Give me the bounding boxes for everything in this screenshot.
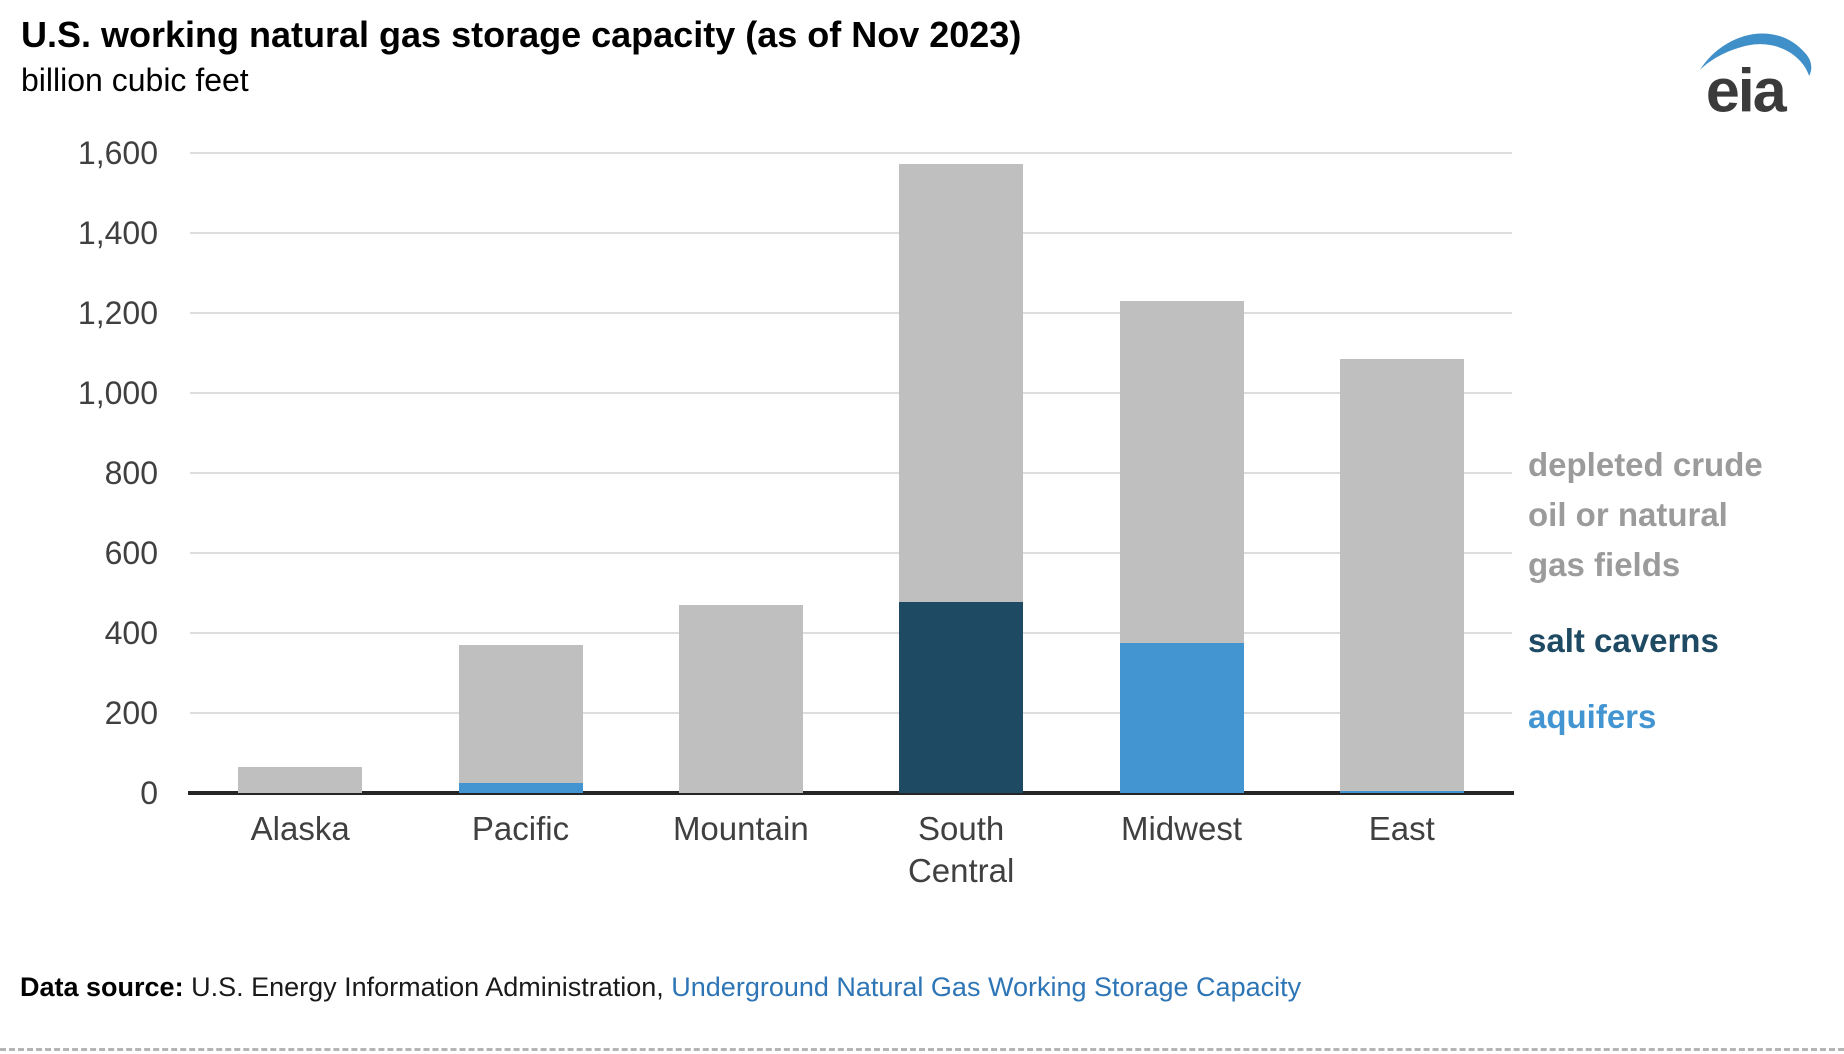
bar-segment-midwest-aquifers [1119, 643, 1244, 793]
y-axis-tick-600: 600 [104, 535, 158, 571]
y-axis-tick-200: 200 [104, 695, 158, 731]
eia-logo-graphic: eia [1699, 33, 1812, 124]
gridline-400 [190, 632, 1512, 634]
x-axis-label-mountain: Mountain [672, 810, 809, 847]
x-axis-label-alaska: Alaska [250, 810, 350, 847]
bar-segment-mountain-depleted-crude-oil-or-natural-gas-fields [678, 604, 803, 793]
eia-logo: eia [1694, 24, 1822, 124]
data-source-prefix: Data source: [20, 972, 184, 1002]
gridline-1,400 [190, 232, 1512, 234]
bar-segment-south-central-salt-caverns [899, 601, 1024, 793]
gridline-1,600 [190, 152, 1512, 154]
y-axis-tick-1,400: 1,400 [77, 215, 158, 251]
gridline-600 [190, 552, 1512, 554]
bar-segment-south-central-depleted-crude-oil-or-natural-gas-fields [899, 164, 1024, 602]
legend-item-aquifers: aquifers [1528, 698, 1657, 735]
gridline-1,000 [190, 392, 1512, 394]
bar-segment-midwest-depleted-crude-oil-or-natural-gas-fields [1119, 301, 1244, 643]
eia-logo-text: eia [1706, 56, 1788, 120]
bar-segment-east-aquifers [1339, 791, 1464, 793]
legend-item-salt-caverns: salt caverns [1528, 622, 1719, 659]
eia-swoosh-icon [1699, 33, 1812, 76]
y-axis-tick-1,600: 1,600 [77, 135, 158, 171]
y-axis-tick-0: 0 [140, 775, 158, 811]
data-source-text: U.S. Energy Information Administration, [183, 972, 672, 1002]
x-axis-label-south-central: South Central [907, 810, 1015, 889]
y-axis-tick-400: 400 [104, 615, 158, 651]
y-axis-tick-1,000: 1,000 [77, 375, 158, 411]
chart-unit-label: billion cubic feet [21, 62, 249, 98]
gridline-800 [190, 472, 1512, 474]
y-axis-tick-1,200: 1,200 [77, 295, 158, 331]
chart-title: U.S. working natural gas storage capacit… [21, 14, 1022, 55]
bar-segment-pacific-aquifers [458, 783, 583, 793]
bar-segment-pacific-depleted-crude-oil-or-natural-gas-fields [458, 645, 583, 783]
bottom-dashed-divider [0, 1048, 1844, 1051]
data-source-line: Data source: U.S. Energy Information Adm… [20, 972, 1301, 1003]
gridline-1,200 [190, 312, 1512, 314]
x-axis-line [188, 791, 1514, 795]
y-axis-tick-800: 800 [104, 455, 158, 491]
gridline-200 [190, 712, 1512, 714]
legend-item-depleted-fields: depleted crude oil or natural gas fields [1528, 446, 1763, 583]
bar-segment-alaska-depleted-crude-oil-or-natural-gas-fields [238, 767, 363, 793]
x-axis-label-east: East [1368, 810, 1435, 847]
bar-segment-east-depleted-crude-oil-or-natural-gas-fields [1339, 359, 1464, 791]
chart-legend: depleted crude oil or natural gas fields… [1528, 440, 1774, 742]
x-axis-label-pacific: Pacific [471, 810, 570, 847]
data-source-link[interactable]: Underground Natural Gas Working Storage … [671, 972, 1302, 1002]
x-axis-label-midwest: Midwest [1120, 810, 1243, 847]
